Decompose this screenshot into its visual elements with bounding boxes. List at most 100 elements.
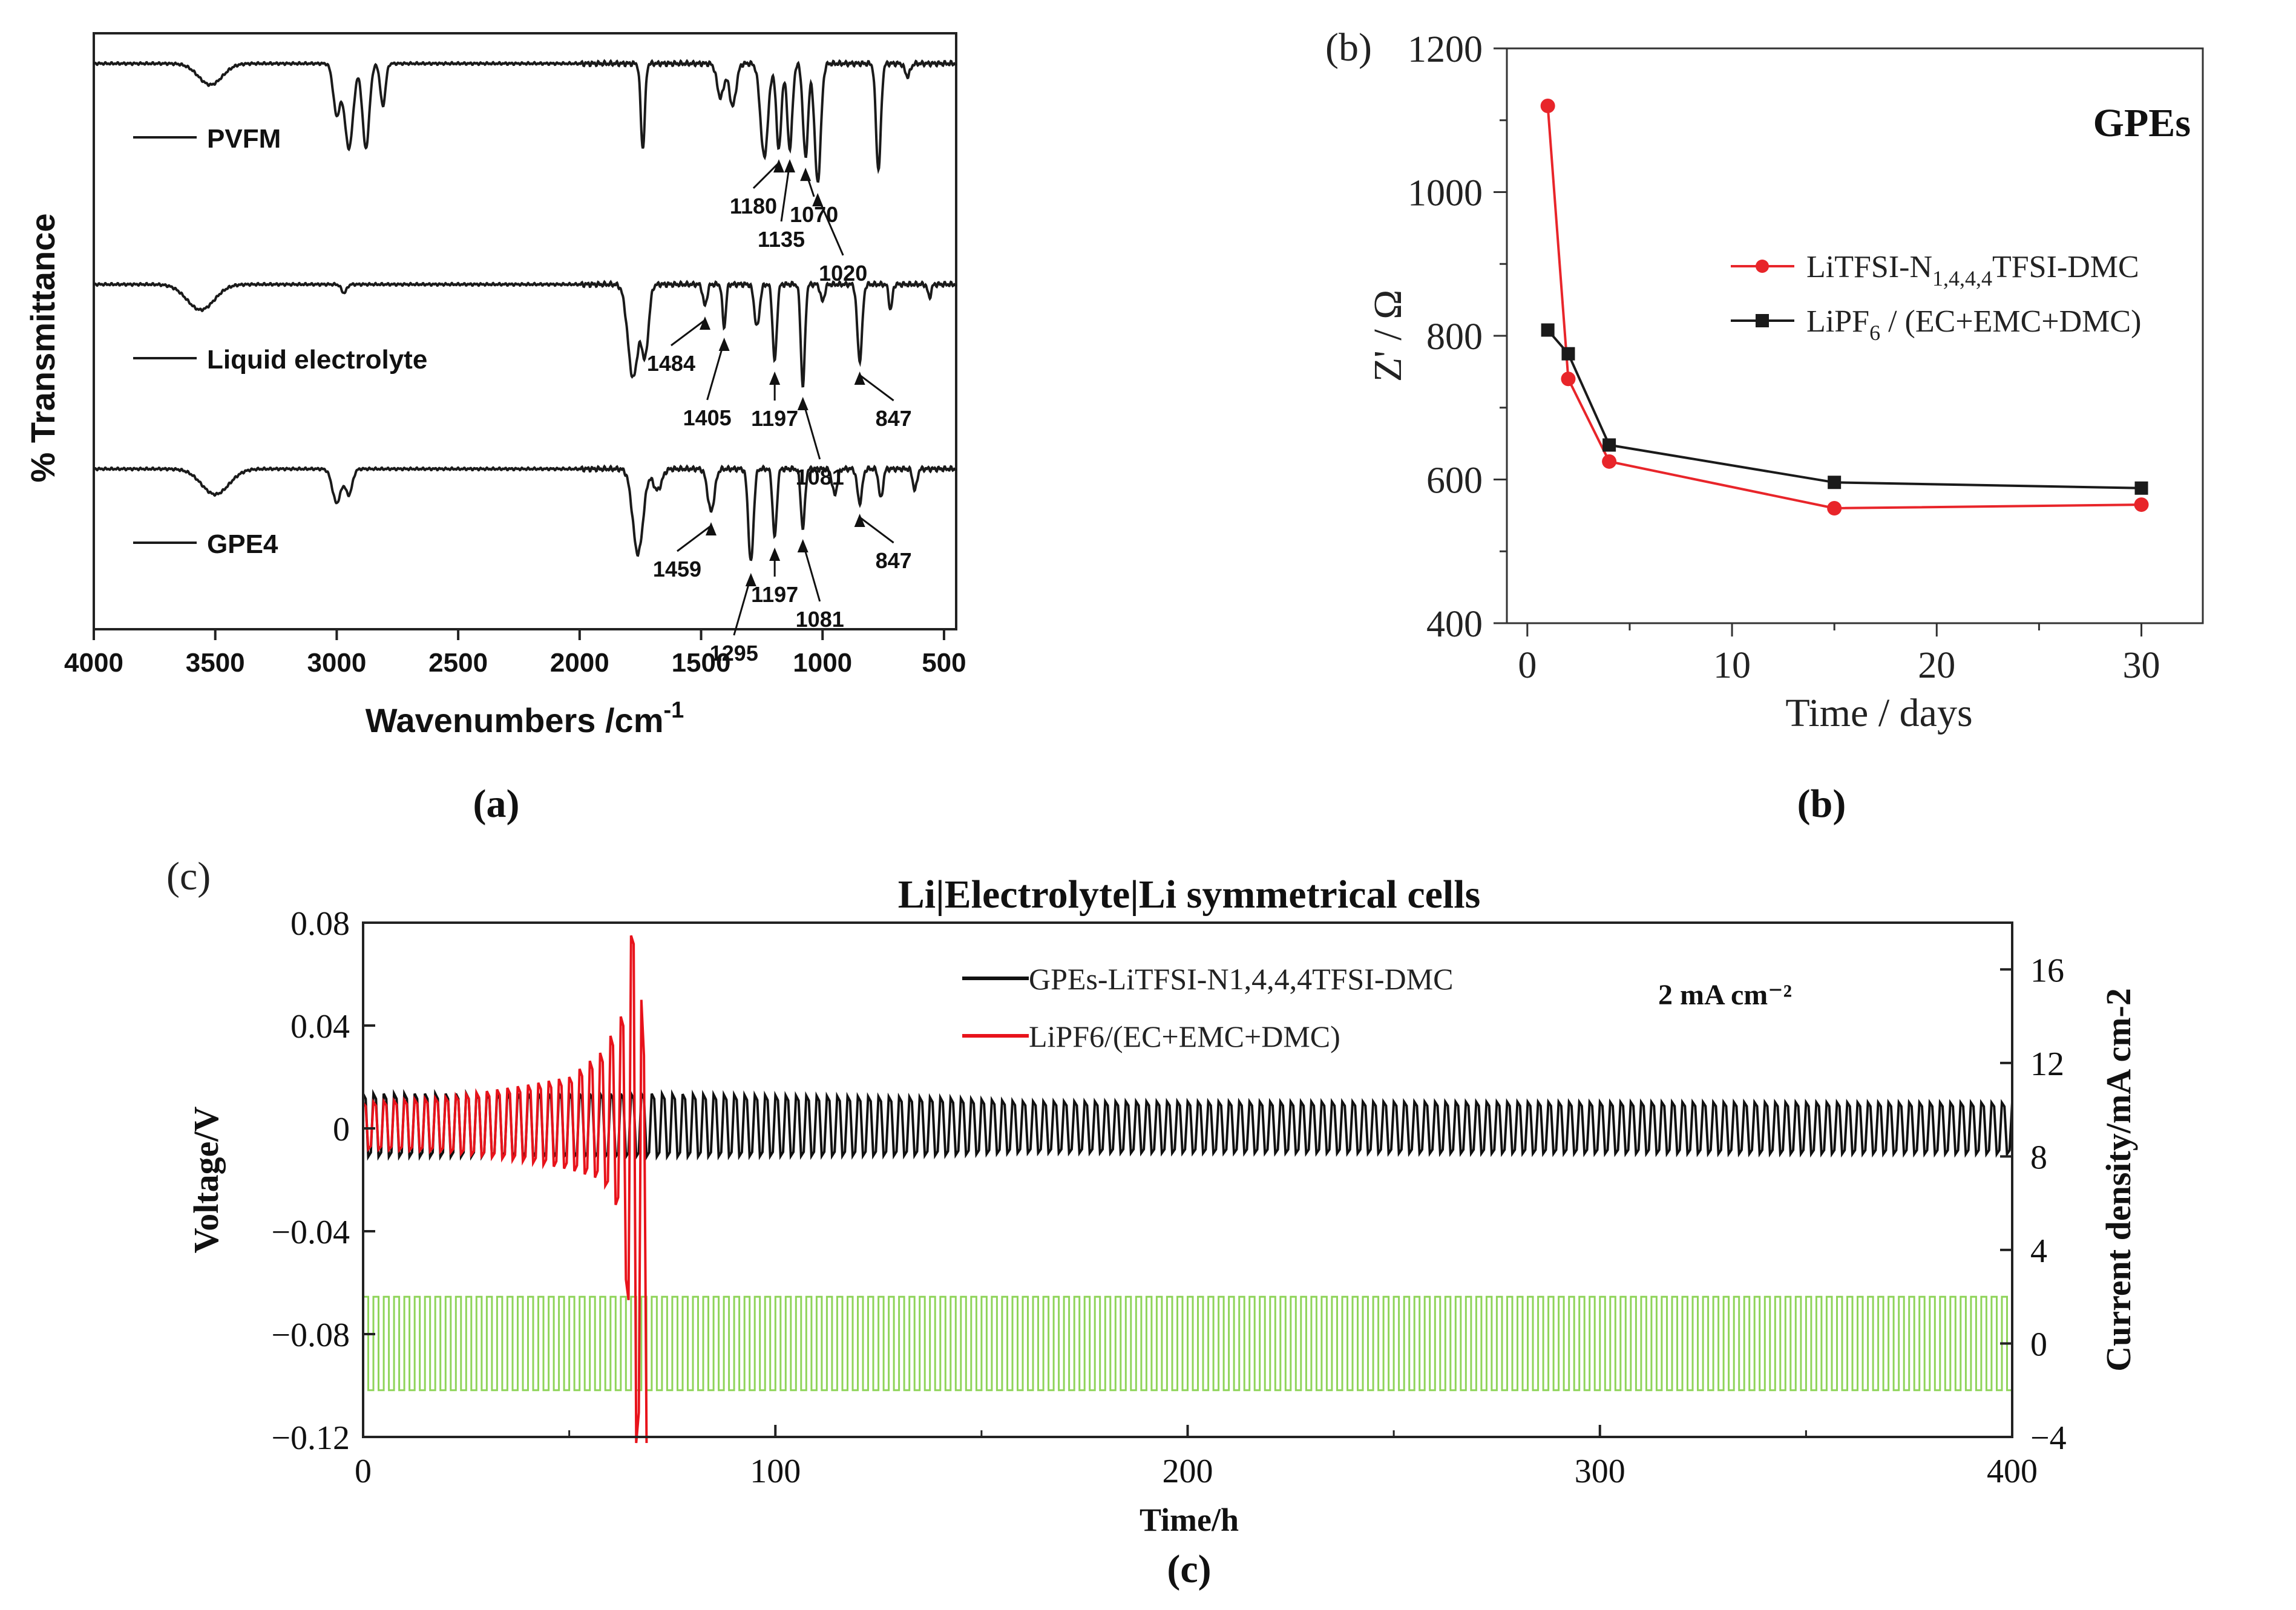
panel-b-x-axis-label: Time / days — [1785, 691, 1972, 735]
x-tick-label-2500: 2500 — [428, 648, 488, 678]
annotation-arrow-847 — [859, 374, 894, 402]
annotation-arrow-1081 — [802, 400, 821, 460]
c-y-tick-label-2: −0.04 — [271, 1214, 350, 1251]
x-tick-label-4000: 4000 — [64, 648, 123, 678]
c-x-tick-label-300: 300 — [1575, 1453, 1625, 1490]
panel-c-lipf6-voltage-series — [362, 935, 648, 1444]
annotation-arrowhead-1081 — [797, 539, 809, 552]
annotation-label-847: 847 — [876, 406, 912, 431]
x-tick-label-3000: 3000 — [307, 648, 366, 678]
panel-b-caption: (b) — [1797, 782, 1846, 826]
panel-b-y-axis-label: Z' / Ω — [1366, 290, 1410, 382]
panel-a-caption: (a) — [473, 782, 520, 826]
annotation-arrowhead-1135 — [784, 159, 796, 173]
annotation-arrowhead-1484 — [699, 316, 710, 330]
legend-label-liquid-electrolyte: Liquid electrolyte — [207, 345, 427, 375]
b-y-tick-label-600: 600 — [1426, 460, 1483, 502]
annotation-arrow-1295 — [733, 576, 752, 636]
c-y-tick-label-5: 0.08 — [290, 905, 350, 943]
c-lipf6-voltage-curve — [362, 935, 648, 1444]
b-point-0-0 — [1540, 99, 1555, 113]
x-tick-label-500: 500 — [922, 648, 966, 678]
c-gpe-voltage-curve — [362, 1088, 2013, 1161]
annotation-arrowhead-1197 — [769, 548, 781, 561]
annotation-arrowhead-1020 — [812, 193, 824, 207]
c-y-tick-label-1: −0.08 — [271, 1317, 350, 1354]
panel-b-axes: 400 600 800 1000 1200 0 10 20 30 — [1408, 29, 2160, 686]
svg-text:LiTFSI-N1,4,4,4TFSI-DMC: LiTFSI-N1,4,4,4TFSI-DMC — [1806, 250, 2139, 290]
spectrum-curve-gpe4 — [93, 464, 957, 561]
c-current-density-curve — [363, 1295, 2013, 1392]
legend-item-lipf6-c: LiPF6/(EC+EMC+DMC) — [962, 1019, 1340, 1053]
annotation-label-1020: 1020 — [819, 261, 867, 286]
annotation-arrowhead-1295 — [745, 573, 756, 586]
c-yr-tick-label-4: 4 — [2030, 1232, 2047, 1270]
c-y-tick-label-0: −0.12 — [271, 1419, 350, 1457]
c-yr-tick-label--4: −4 — [2030, 1419, 2067, 1457]
svg-text:LiPF6/(EC+EMC+DMC): LiPF6/(EC+EMC+DMC) — [1029, 1019, 1340, 1053]
annotation-arrowhead-1405 — [718, 338, 730, 351]
b-y-tick-label-400: 400 — [1426, 604, 1483, 645]
annotation-label-1197: 1197 — [751, 582, 798, 607]
c-x-tick-label-400: 400 — [1987, 1453, 2038, 1490]
annotation-arrow-1020 — [816, 196, 844, 256]
annotation-arrow-1180 — [752, 162, 780, 189]
annotation-arrow-1484 — [671, 319, 706, 347]
x-tick-label-2000: 2000 — [550, 648, 609, 678]
x-tick-label-3500: 3500 — [186, 648, 245, 678]
c-y-tick-label-3: 0 — [333, 1111, 350, 1148]
annotation-label-1081: 1081 — [796, 465, 844, 489]
spectrum-curve-liquid-electrolyte — [93, 280, 957, 388]
svg-text:GPEs-LiTFSI-N1,4,4,4TFSI-DMC: GPEs-LiTFSI-N1,4,4,4TFSI-DMC — [1029, 962, 1453, 996]
annotation-label-1405: 1405 — [683, 405, 732, 430]
panel-b-legend: LiTFSI-N1,4,4,4TFSI-DMC LiPF6 / (EC+EMC+… — [1731, 250, 2141, 345]
annotation-label-1459: 1459 — [653, 557, 701, 581]
panel-c-axes: −0.12 −0.08 −0.04 0 0.04 0.08 −4 0 4 8 12 16 0 100 200… — [271, 905, 2066, 1490]
b-point-1-2 — [1602, 438, 1616, 452]
annotation-arrow-1459 — [677, 525, 712, 552]
b-point-0-4 — [2134, 497, 2149, 512]
annotation-arrowhead-1197 — [769, 371, 781, 385]
b-point-1-0 — [1541, 323, 1555, 337]
panel-a-y-axis-label: % Transmittance — [24, 213, 62, 482]
c-yr-tick-label-16: 16 — [2030, 952, 2064, 989]
annotation-arrowhead-847 — [854, 514, 865, 527]
svg-text:LiPF6 / (EC+EMC+DMC): LiPF6 / (EC+EMC+DMC) — [1806, 304, 2141, 345]
panel-b-series — [1540, 99, 2149, 515]
panel-c-x-axis-label: Time/h — [1140, 1502, 1239, 1538]
panel-a-x-axis: 4000 3500 3000 2500 2000 1500 1000 500 — [64, 629, 966, 678]
legend-label-gpe4: GPE4 — [207, 529, 278, 559]
panel-c-gpe-voltage-series — [362, 1088, 2013, 1161]
panel-a-x-axis-label: Wavenumbers /cm-1 — [366, 698, 684, 739]
annotation-label-1295: 1295 — [710, 641, 758, 666]
panel-c-caption: (c) — [1167, 1547, 1211, 1591]
annotation-label-1135: 1135 — [758, 227, 805, 252]
annotation-label-1197: 1197 — [751, 406, 798, 431]
c-x-tick-label-100: 100 — [750, 1453, 801, 1490]
c-yr-tick-label-12: 12 — [2030, 1046, 2064, 1083]
b-point-1-3 — [1828, 476, 1842, 489]
annotation-arrowhead-1070 — [800, 168, 812, 182]
b-x-tick-label-20: 20 — [1918, 645, 1955, 686]
c-x-tick-label-0: 0 — [355, 1453, 372, 1490]
b-point-1-1 — [1561, 347, 1575, 361]
annotation-arrowhead-1081 — [797, 397, 809, 410]
panel-c-title: Li|Electrolyte|Li symmetrical cells — [898, 872, 1481, 917]
annotation-label-847: 847 — [876, 548, 912, 573]
c-yr-tick-label-8: 8 — [2030, 1139, 2047, 1176]
panel-b-title: GPEs — [2093, 101, 2191, 145]
panel-a-curves — [93, 59, 957, 561]
annotation-label-1180: 1180 — [730, 194, 777, 218]
legend-item-lipf6: LiPF6 / (EC+EMC+DMC) — [1731, 304, 2141, 345]
annotation-label-1081: 1081 — [796, 607, 844, 632]
legend-item-gpes: GPEs-LiTFSI-N1,4,4,4TFSI-DMC — [962, 962, 1453, 996]
annotation-arrow-1081 — [802, 542, 821, 602]
x-tick-label-1500: 1500 — [672, 648, 731, 678]
annotation-arrowhead-847 — [854, 371, 865, 385]
b-x-tick-label-30: 30 — [2123, 645, 2160, 686]
annotation-arrow-1135 — [780, 162, 791, 222]
panel-c-y-axis-label: Voltage/V — [186, 1107, 226, 1254]
c-yr-tick-label-0: 0 — [2030, 1326, 2047, 1363]
